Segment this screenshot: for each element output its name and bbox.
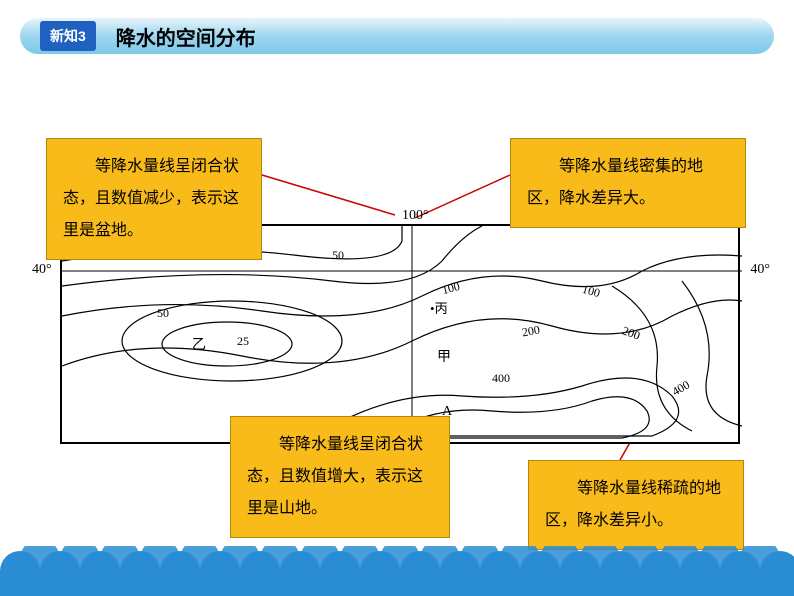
section-title: 降水的空间分布 [116, 22, 256, 51]
point-yi: 乙 [192, 334, 206, 354]
section-tag: 新知3 [40, 21, 96, 51]
point-bing: •丙 [430, 298, 448, 317]
latitude-left: 40° [32, 262, 52, 278]
header-bar: 新知3 降水的空间分布 [20, 18, 774, 54]
callout-basin: 等降水量线呈闭合状态，且数值减少，表示这里是盆地。 [46, 138, 262, 260]
wave-footer [0, 546, 794, 596]
contour-50b: 50 [332, 248, 344, 263]
contour-400a: 400 [492, 371, 510, 386]
longitude-top: 100° [402, 208, 429, 224]
callout-dense: 等降水量线密集的地区，降水差异大。 [510, 138, 746, 228]
callout-sparse: 等降水量线稀疏的地区，降水差异小。 [528, 460, 744, 550]
contour-25: 25 [237, 334, 249, 349]
contour-200a: 200 [521, 323, 541, 341]
point-jia: 甲 [437, 346, 451, 366]
latitude-right: 40° [750, 262, 770, 278]
contour-50a: 50 [157, 306, 169, 321]
callout-mountain: 等降水量线呈闭合状态，且数值增大，表示这里是山地。 [230, 416, 450, 538]
